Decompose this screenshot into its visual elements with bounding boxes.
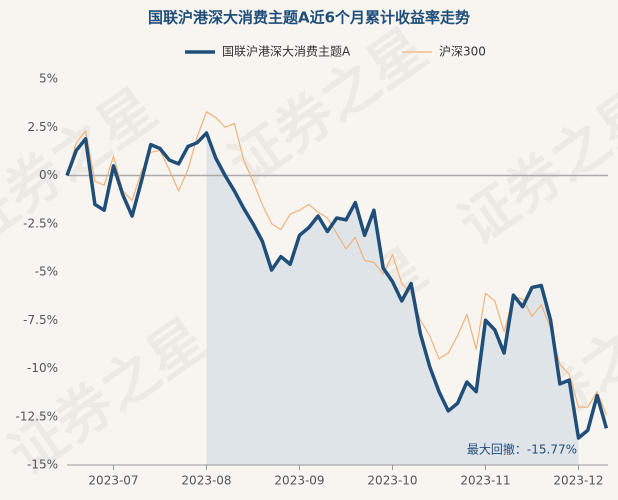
chart-title: 国联沪港深大消费主题A近6个月累计收益率走势 bbox=[148, 9, 470, 27]
series-line bbox=[65, 131, 609, 440]
y-tick-label: -7.5% bbox=[23, 313, 58, 327]
y-tick-label: -2.5% bbox=[23, 216, 58, 230]
x-tick-label: 2023-09 bbox=[274, 474, 324, 488]
y-tick-label: 2.5% bbox=[28, 120, 59, 134]
legend-label: 沪深300 bbox=[439, 45, 486, 59]
legend-label: 国联沪港深大消费主题A bbox=[222, 45, 351, 59]
x-tick-label: 2023-07 bbox=[88, 474, 138, 488]
drawdown-area bbox=[206, 133, 579, 466]
y-tick-label: -5% bbox=[35, 265, 58, 279]
x-tick-label: 2023-11 bbox=[460, 474, 510, 488]
y-tick-label: 5% bbox=[39, 72, 58, 86]
y-tick-label: 0% bbox=[39, 168, 58, 182]
x-tick-label: 2023-08 bbox=[181, 474, 231, 488]
y-tick-label: -15% bbox=[27, 458, 58, 472]
drawdown-label: 最大回撤：-15.77% bbox=[467, 442, 577, 457]
x-tick-label: 2023-12 bbox=[553, 474, 603, 488]
y-tick-label: -12.5% bbox=[16, 409, 58, 423]
x-tick-label: 2023-10 bbox=[367, 474, 417, 488]
y-tick-label: -10% bbox=[27, 361, 58, 375]
